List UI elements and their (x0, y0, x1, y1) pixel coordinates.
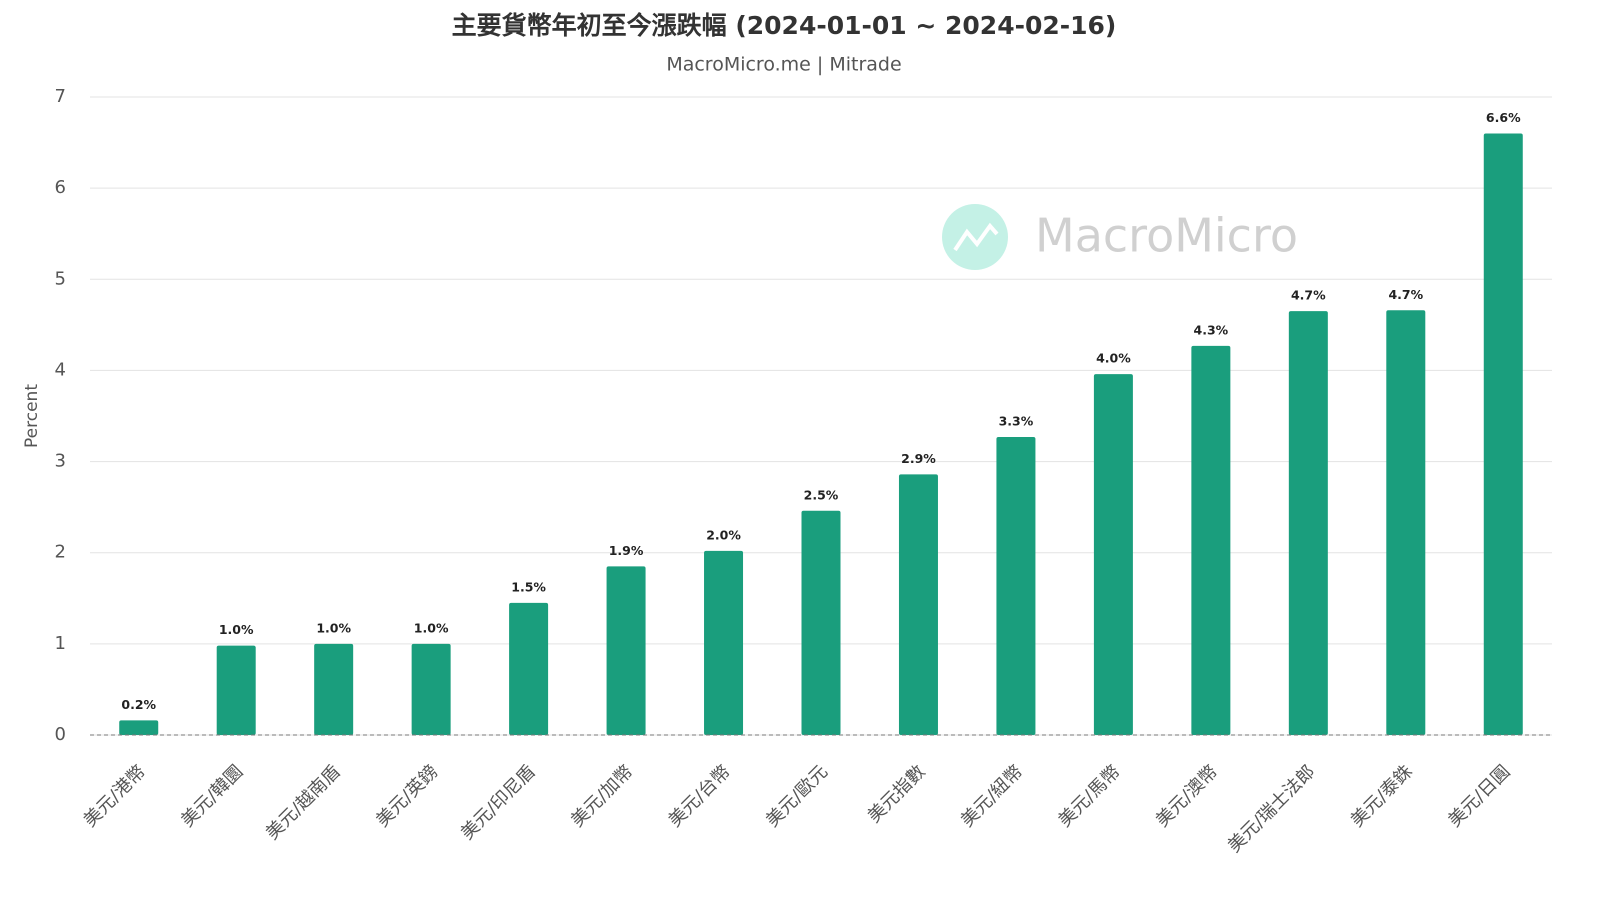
bar (1093, 374, 1133, 735)
data-label: 2.9% (901, 451, 936, 466)
data-label: 4.7% (1291, 288, 1326, 303)
data-label: 1.0% (219, 622, 254, 637)
x-tick-label: 美元/泰銖 (1347, 761, 1417, 831)
chart-subtitle: MacroMicro.me | Mitrade (666, 54, 901, 76)
data-label: 1.5% (511, 579, 546, 594)
bar (704, 550, 744, 735)
bar (996, 436, 1036, 735)
y-tick-label: 2 (55, 542, 66, 563)
y-tick-label: 0 (55, 724, 66, 745)
bar (1483, 133, 1523, 735)
bar (1288, 311, 1328, 735)
data-label: 2.0% (706, 527, 741, 542)
x-tick-label: 美元/台幣 (665, 761, 735, 831)
x-tick-label: 美元/紐幣 (957, 761, 1027, 831)
x-tick-label: 美元/韓圜 (177, 761, 247, 831)
y-tick-label: 1 (55, 633, 66, 654)
bar (1191, 345, 1231, 735)
y-tick-label: 5 (55, 268, 66, 289)
watermark-logo-line (953, 222, 999, 252)
chart-title: 主要貨幣年初至今漲跌幅 (2024-01-01 ~ 2024-02-16) (452, 11, 1117, 40)
y-tick-label: 6 (55, 177, 66, 198)
data-label: 4.7% (1388, 287, 1423, 302)
data-label: 3.3% (999, 413, 1034, 428)
bar (314, 643, 354, 735)
data-label: 1.9% (609, 543, 644, 558)
watermark: MacroMicro (1035, 209, 1298, 263)
y-tick-label: 4 (55, 359, 66, 380)
bar (216, 645, 256, 735)
x-tick-label: 美元/馬幣 (1054, 761, 1124, 831)
y-axis-label: Percent (22, 384, 42, 448)
bar (411, 643, 451, 735)
x-tick-label: 美元/越南盾 (262, 761, 345, 844)
bar (119, 720, 159, 735)
x-tick-label: 美元指數 (864, 761, 930, 827)
data-label: 6.6% (1486, 110, 1521, 125)
data-label: 1.0% (414, 620, 449, 635)
bar (1386, 310, 1426, 735)
y-tick-label: 3 (55, 451, 66, 472)
x-tick-label: 美元/澳幣 (1152, 761, 1222, 831)
bar (801, 510, 841, 735)
data-label: 2.5% (804, 487, 839, 502)
x-tick-label: 美元/印尼盾 (457, 761, 540, 844)
watermark-logo (942, 204, 1008, 270)
y-tick-label: 7 (55, 86, 66, 107)
data-label: 1.0% (316, 620, 351, 635)
x-tick-label: 美元/瑞士法郎 (1224, 761, 1320, 857)
x-tick-label: 美元/加幣 (567, 761, 637, 831)
x-tick-label: 美元/英鎊 (372, 761, 442, 831)
x-tick-label: 美元/歐元 (762, 761, 832, 831)
x-tick-label: 美元/日圓 (1444, 761, 1514, 831)
bar (606, 566, 646, 735)
x-tick-label: 美元/港幣 (80, 761, 150, 831)
bar (509, 602, 549, 735)
bar (898, 474, 938, 735)
data-label: 0.2% (121, 697, 156, 712)
data-label: 4.3% (1194, 322, 1229, 337)
data-label: 4.0% (1096, 351, 1131, 366)
